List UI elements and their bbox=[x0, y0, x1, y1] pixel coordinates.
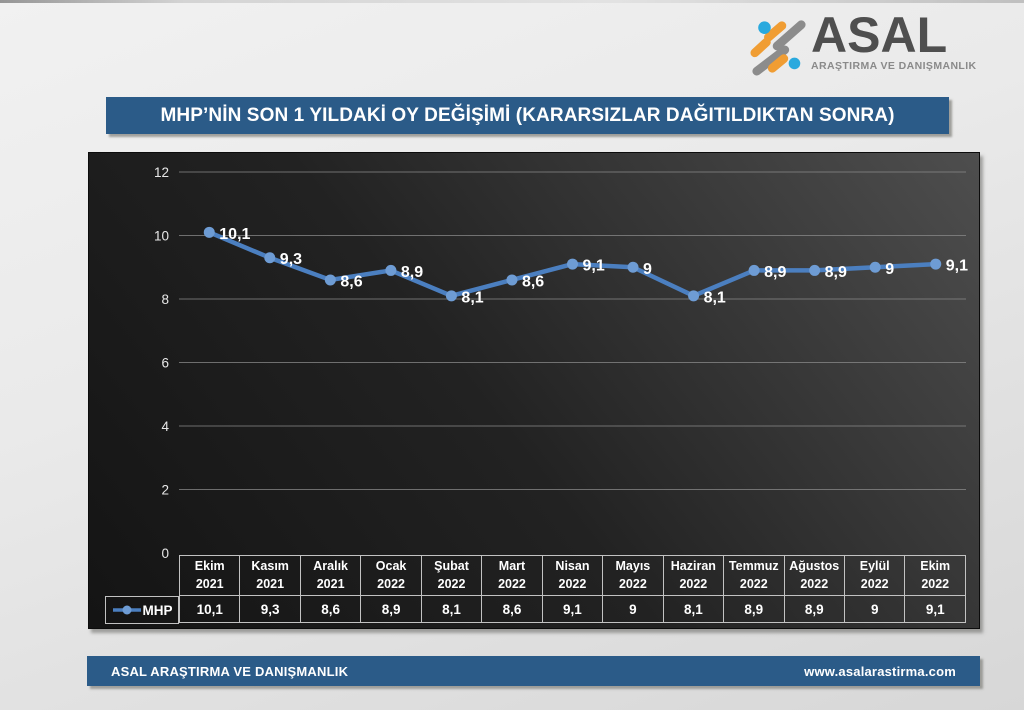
data-point-marker bbox=[264, 252, 276, 264]
legend-cell: MHP bbox=[105, 596, 179, 624]
y-axis-tick-label: 2 bbox=[161, 483, 169, 498]
data-point-label: 8,9 bbox=[825, 264, 847, 281]
value-cell: 8,9 bbox=[723, 595, 785, 623]
month-header-cell: Kasım 2021 bbox=[239, 555, 301, 596]
data-point-marker bbox=[324, 274, 336, 286]
month-header-cell: Mart 2022 bbox=[481, 555, 543, 596]
data-point-label: 10,1 bbox=[219, 226, 250, 243]
value-cell: 9 bbox=[602, 595, 664, 623]
value-row: 10,1 9,3 8,6 8,9 8,1 8,6 9,1 9 8,1 8,9 8,9 9 9,1 bbox=[178, 595, 966, 623]
data-point-marker bbox=[748, 264, 760, 276]
data-point-marker bbox=[930, 258, 942, 270]
data-point-label: 9 bbox=[885, 261, 894, 278]
y-axis-tick-label: 0 bbox=[161, 546, 169, 561]
data-point-marker bbox=[627, 261, 639, 273]
value-cell: 10,1 bbox=[178, 595, 241, 623]
data-point-marker bbox=[445, 290, 457, 302]
data-point-label: 8,6 bbox=[522, 273, 544, 290]
y-axis-tick-label: 12 bbox=[154, 165, 169, 180]
footer-website: www.asalarastirma.com bbox=[804, 663, 956, 679]
month-header-cell: Haziran 2022 bbox=[662, 555, 725, 596]
data-point-marker bbox=[688, 290, 700, 302]
month-header-cell: Ekim 2021 bbox=[178, 555, 241, 596]
footer-company: ASAL ARAŞTIRMA VE DANIŞMANLIK bbox=[111, 663, 349, 679]
month-header-cell: Ağustos 2022 bbox=[783, 555, 845, 596]
logo-dot-icon bbox=[758, 21, 771, 34]
value-cell: 9,3 bbox=[239, 595, 301, 623]
asal-logo: ASAL ARAŞTIRMA VE DANIŞMANLIK bbox=[750, 10, 976, 92]
value-cell: 8,6 bbox=[481, 595, 543, 623]
legend-series-label: MHP bbox=[142, 602, 173, 618]
data-point-marker bbox=[385, 264, 397, 276]
month-header-row: Ekim 2021 Kasım 2021 Aralık 2021 Ocak 2022 Şubat… bbox=[178, 555, 966, 596]
data-point-label: 9 bbox=[643, 261, 652, 278]
value-cell: 8,9 bbox=[783, 595, 845, 623]
month-header-cell: Nisan 2022 bbox=[541, 555, 604, 596]
value-cell: 9 bbox=[843, 595, 906, 623]
data-point-label: 8,1 bbox=[461, 289, 483, 306]
chart-title: MHP’NİN SON 1 YILDAKİ OY DEĞİŞİMİ (KARAR… bbox=[160, 104, 895, 126]
chart-title-bar: MHP’NİN SON 1 YILDAKİ OY DEĞİŞİMİ (KARAR… bbox=[106, 97, 949, 134]
asal-logo-icon bbox=[750, 20, 806, 76]
value-cell: 9,1 bbox=[541, 595, 604, 623]
line-chart-svg: 0 2 4 6 8 10 12 10,1 9,3 8,6 8,9 8,1 8,6 9,1 9 8,1 8,9 8,… bbox=[154, 165, 968, 561]
y-axis-tick-label: 8 bbox=[161, 292, 169, 307]
month-header-cell: Ekim 2022 bbox=[904, 555, 966, 596]
data-point-label: 8,9 bbox=[401, 264, 423, 281]
footer-bar: ASAL ARAŞTIRMA VE DANIŞMANLIK www.asalar… bbox=[87, 656, 980, 686]
data-point-marker bbox=[506, 274, 518, 286]
data-point-label: 9,1 bbox=[583, 258, 605, 275]
data-point-label: 8,1 bbox=[704, 289, 726, 306]
page-top-edge bbox=[0, 0, 1024, 3]
data-point-marker bbox=[809, 264, 821, 276]
logo-tagline: ARAŞTIRMA VE DANIŞMANLIK bbox=[811, 60, 977, 72]
chart-panel: 0 2 4 6 8 10 12 10,1 9,3 8,6 8,9 8,1 8,6 9,1 9 8,1 8,9 8,… bbox=[88, 152, 980, 629]
value-cell: 8,1 bbox=[662, 595, 725, 623]
value-cell: 8,1 bbox=[420, 595, 483, 623]
logo-dot-icon bbox=[788, 57, 801, 70]
legend-line-icon bbox=[112, 605, 141, 615]
data-point-label: 9,3 bbox=[280, 251, 302, 268]
data-table: Ekim 2021 Kasım 2021 Aralık 2021 Ocak 2022 Şubat… bbox=[178, 555, 966, 623]
month-header-cell: Eylül 2022 bbox=[843, 555, 906, 596]
month-header-cell: Temmuz 2022 bbox=[723, 555, 785, 596]
value-cell: 8,9 bbox=[360, 595, 422, 623]
value-cell: 8,6 bbox=[299, 595, 362, 623]
y-axis-tick-label: 6 bbox=[161, 356, 169, 371]
logo-name: ASAL bbox=[811, 7, 948, 63]
month-header-cell: Ocak 2022 bbox=[360, 555, 422, 596]
data-point-marker bbox=[567, 258, 578, 270]
month-header-cell: Aralık 2021 bbox=[299, 555, 362, 596]
month-header-cell: Şubat 2022 bbox=[420, 555, 483, 596]
y-axis-tick-label: 4 bbox=[161, 419, 169, 434]
data-point-label: 9,1 bbox=[946, 258, 968, 275]
value-cell: 9,1 bbox=[904, 595, 966, 623]
data-point-label: 8,6 bbox=[340, 273, 362, 290]
data-point-label: 8,9 bbox=[764, 264, 786, 281]
month-header-cell: Mayıs 2022 bbox=[602, 555, 664, 596]
y-axis-tick-label: 10 bbox=[154, 229, 169, 244]
data-point-marker bbox=[203, 226, 215, 238]
data-point-marker bbox=[869, 261, 881, 273]
